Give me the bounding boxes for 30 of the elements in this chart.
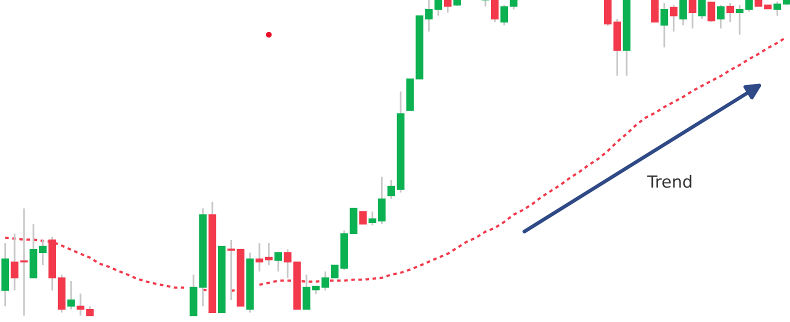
candlestick [651,0,659,23]
candlestick [67,280,75,310]
candlestick [434,0,442,17]
candlestick [256,242,264,272]
candlestick [510,0,518,10]
candlestick [330,264,339,278]
candlestick [444,0,452,14]
candlestick [604,0,612,27]
candlestick [39,239,47,266]
candlestick [679,0,687,26]
candlestick [726,2,734,23]
candlestick [274,250,282,272]
candlestick [284,248,292,279]
candlestick [688,0,696,30]
candlestick [500,4,508,26]
candlestick [359,211,367,225]
candlestick [708,0,716,23]
candlestick [660,2,668,48]
candlestick [378,176,386,225]
annotation: Trend [647,174,692,188]
candlestick [491,0,499,23]
candlestick [698,0,706,20]
candlestick [670,4,678,32]
candlestick [387,179,396,200]
candlestick [716,4,725,30]
candlestick [482,0,490,8]
candlestick [265,242,273,266]
candlestick [322,270,330,292]
candlestick [368,210,376,226]
candlestick [773,0,782,17]
